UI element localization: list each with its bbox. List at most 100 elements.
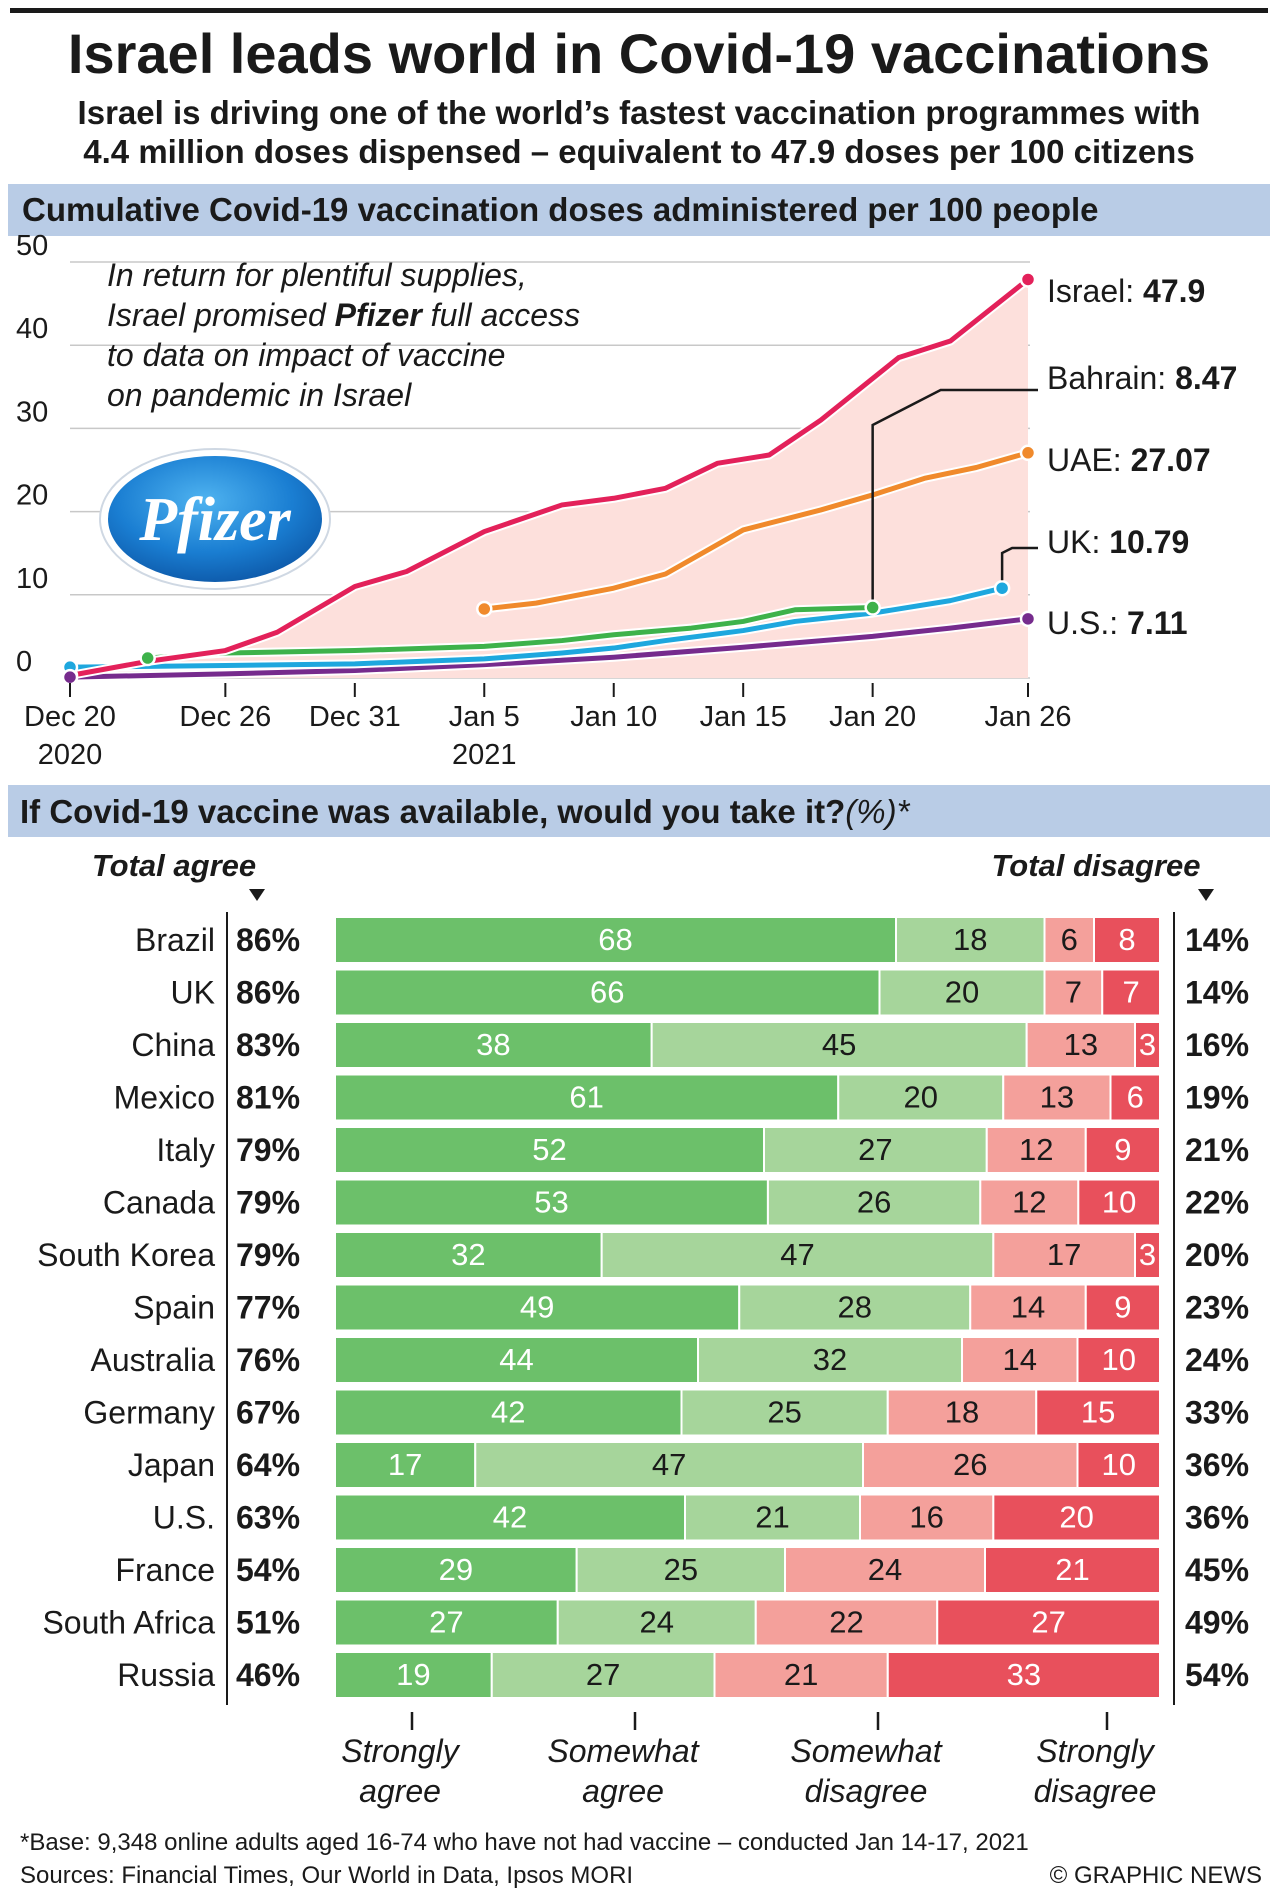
country-label: Russia	[117, 1657, 215, 1693]
bar-value-label: 33	[1007, 1657, 1041, 1692]
us-series-line	[67, 616, 1031, 680]
bar-value-label: 25	[767, 1395, 801, 1430]
bar-segment-strongly-disagree	[1101, 968, 1161, 1017]
bar-segment-somewhat-disagree	[985, 1126, 1087, 1174]
bar-value-label: 24	[868, 1552, 902, 1587]
bahrain-start-point	[139, 649, 156, 667]
bar-segment-somewhat-disagree	[992, 1231, 1136, 1279]
bar-value-label: 9	[1114, 1290, 1131, 1325]
total-disagree-value: 54%	[1185, 1657, 1249, 1693]
y-tick-label: 0	[16, 646, 32, 678]
y-tick-label: 20	[16, 480, 48, 512]
pfizer-logo: Pfizer	[99, 448, 331, 590]
country-label: U.S.	[153, 1500, 215, 1536]
country-label: UK	[171, 975, 215, 1011]
total-disagree-arrow-icon	[1198, 889, 1214, 901]
bar-segment-strongly-agree	[334, 1231, 603, 1279]
bar-segment-somewhat-disagree	[859, 1493, 995, 1542]
uk-series-value: 10.79	[1109, 524, 1189, 560]
uae-series-value: 27.07	[1131, 442, 1211, 478]
total-disagree-value: 20%	[1185, 1237, 1249, 1273]
legend-label: disagree	[805, 1773, 928, 1809]
bar-segment-somewhat-agree	[490, 1651, 716, 1699]
footnote-sources: Sources: Financial Times, Our World in D…	[20, 1862, 633, 1889]
legend-label: Somewhat	[790, 1733, 942, 1769]
bar-segment-somewhat-agree	[697, 1336, 963, 1384]
country-label: South Korea	[37, 1237, 215, 1273]
uk-series-name: UK	[1047, 524, 1091, 560]
annotation-line: In return for plentiful supplies,	[107, 257, 527, 293]
bar-value-label: 47	[652, 1447, 686, 1482]
country-label: China	[131, 1027, 215, 1063]
bar-value-label: 68	[598, 922, 632, 957]
total-agree-value: 54%	[236, 1552, 300, 1588]
us-series-colon: :	[1109, 605, 1127, 641]
footnote-credit: © GRAPHIC NEWS	[1050, 1862, 1262, 1889]
total-disagree-value: 14%	[1185, 922, 1249, 958]
bar-value-label: 20	[945, 975, 979, 1010]
bar-value-label: 27	[858, 1132, 892, 1167]
bar-segment-strongly-disagree	[1035, 1388, 1161, 1437]
bar-segment-strongly-disagree	[1109, 1073, 1161, 1122]
bar-segment-strongly-agree	[334, 916, 897, 964]
bar-segment-somewhat-disagree	[1043, 916, 1095, 964]
bar-value-label: 66	[590, 975, 624, 1010]
bahrain-series-line	[145, 605, 876, 661]
israel-series-value: 47.9	[1143, 273, 1205, 309]
annotation-segment: full access	[422, 297, 580, 333]
bar-value-label: 52	[532, 1132, 566, 1167]
bar-segment-somewhat-disagree	[1043, 968, 1104, 1017]
bar-value-label: 26	[857, 1185, 891, 1220]
annotation-line: Israel promised Pfizer full access	[107, 297, 580, 333]
bar-value-label: 21	[784, 1657, 818, 1692]
legend-label: agree	[582, 1773, 664, 1809]
total-agree-value: 81%	[236, 1080, 300, 1116]
legend-label: Strongly	[341, 1733, 460, 1769]
bar-value-label: 3	[1139, 1237, 1156, 1272]
total-agree-value: 76%	[236, 1342, 300, 1378]
israel-series-label: Israel: 47.9	[1047, 273, 1205, 309]
bar-value-label: 12	[1012, 1185, 1046, 1220]
bar-segment-strongly-agree	[334, 1336, 699, 1384]
total-disagree-value: 49%	[1185, 1605, 1249, 1641]
bahrain-series-colon: :	[1157, 360, 1175, 396]
line-chart-label-leaders	[871, 388, 1038, 600]
bar-value-label: 27	[1031, 1605, 1065, 1640]
bar-value-label: 49	[520, 1290, 554, 1325]
bar-segment-strongly-disagree	[1134, 1021, 1161, 1069]
bar-segment-somewhat-disagree	[1002, 1073, 1112, 1122]
uae-series-label: UAE: 27.07	[1047, 442, 1211, 478]
uk-end-point	[993, 579, 1011, 597]
bar-value-label: 7	[1065, 975, 1082, 1010]
annotation-line: on pandemic in Israel	[107, 377, 412, 413]
bar-value-label: 28	[838, 1290, 872, 1325]
line-chart-series-labels: Israel: 47.9 Bahrain: 8.47 UAE: 27.07 UK: 1…	[1047, 273, 1237, 641]
x-tick-label: 2020	[38, 739, 103, 771]
bar-segment-strongly-agree	[334, 1021, 653, 1069]
bahrain-series-name: Bahrain	[1047, 360, 1157, 396]
bar-segment-somewhat-agree	[650, 1021, 1028, 1069]
bahrain-leader-line	[871, 388, 1038, 600]
footnote-base: *Base: 9,348 online adults aged 16-74 wh…	[20, 1829, 1029, 1856]
total-agree-value: 86%	[236, 975, 300, 1011]
x-tick-label: Jan 5	[449, 701, 520, 733]
x-tick-label: Dec 31	[309, 701, 401, 733]
bar-segment-strongly-agree	[334, 1073, 840, 1122]
bar-value-label: 21	[755, 1500, 789, 1535]
bar-value-label: 61	[569, 1080, 603, 1115]
annotation-segment: Israel promised	[107, 297, 335, 333]
bar-segment-strongly-agree	[334, 1441, 477, 1489]
bar-value-label: 14	[1011, 1290, 1045, 1325]
total-agree-value: 79%	[236, 1132, 300, 1168]
bar-value-label: 18	[953, 922, 987, 957]
bar-value-label: 21	[1055, 1552, 1089, 1587]
bahrain-series-label: Bahrain: 8.47	[1047, 360, 1237, 396]
bar-value-label: 47	[780, 1237, 814, 1272]
bar-value-label: 6	[1127, 1080, 1144, 1115]
uae-start-point	[476, 600, 493, 618]
total-agree-value: 83%	[236, 1027, 300, 1063]
bar-value-label: 16	[909, 1500, 943, 1535]
bar-value-label: 14	[1003, 1342, 1037, 1377]
